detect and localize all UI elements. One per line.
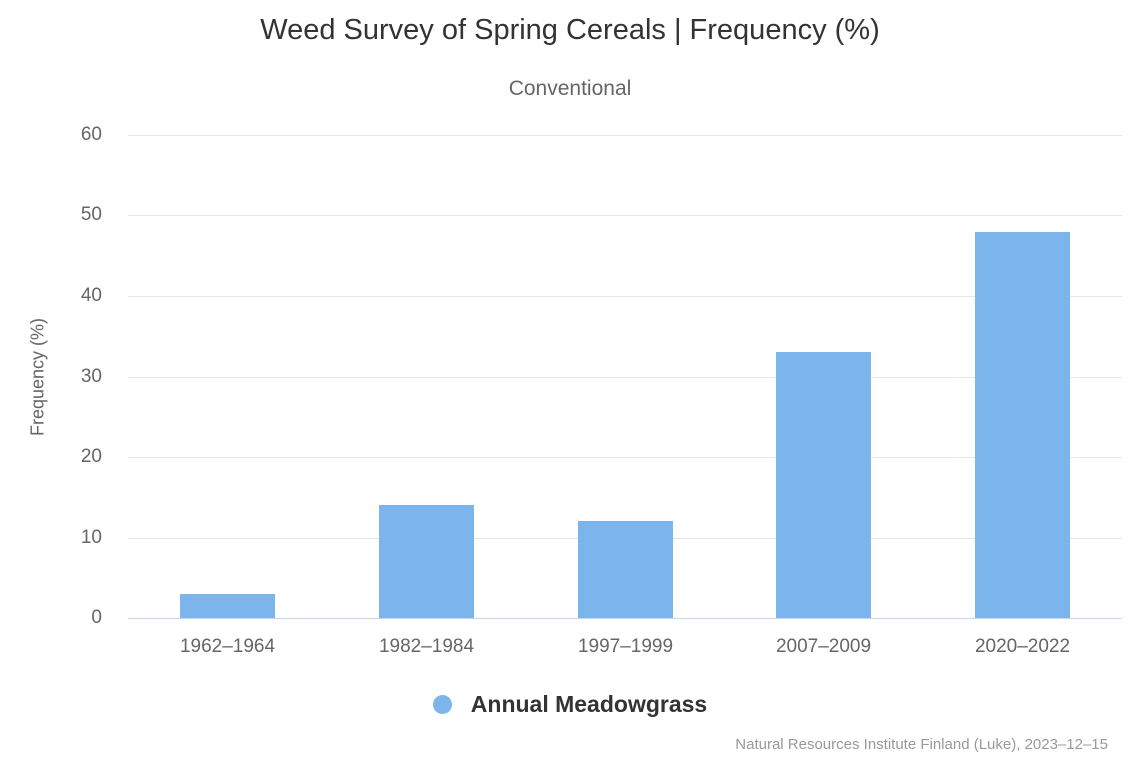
y-axis-tick-label: 30 [80, 366, 102, 387]
x-axis-category-label: 2020–2022 [974, 636, 1071, 657]
chart-title: Weed Survey of Spring Cereals | Frequenc… [260, 14, 880, 46]
bar-2007-2009[interactable] [776, 352, 871, 618]
bar-1982-1984[interactable] [379, 505, 474, 618]
x-axis-category-label: 2007–2009 [775, 636, 872, 657]
y-gridline [128, 377, 1122, 378]
legend-marker-circle-icon [432, 694, 452, 714]
y-gridline [128, 135, 1122, 136]
credits-text: Natural Resources Institute Finland (Luk… [735, 736, 1108, 753]
chart-subtitle: Conventional [508, 77, 632, 100]
legend-item-annual-meadowgrass[interactable]: Annual Meadowgrass [0, 692, 1140, 716]
bar-1997-1999[interactable] [578, 521, 673, 618]
y-gridline [128, 457, 1122, 458]
y-axis-tick-label: 50 [80, 204, 102, 225]
y-gridline [128, 215, 1122, 216]
bar-1962-1964[interactable] [180, 594, 275, 618]
y-gridline [128, 296, 1122, 297]
y-axis-tick-label: 40 [80, 285, 102, 306]
x-axis-category-label: 1982–1984 [378, 636, 475, 657]
y-axis-tick-label: 20 [80, 446, 102, 467]
x-axis-category-label: 1997–1999 [577, 636, 674, 657]
bar-2020-2022[interactable] [975, 232, 1070, 618]
legend-label: Annual Meadowgrass [470, 691, 708, 717]
y-axis-tick-label: 0 [91, 607, 102, 628]
x-axis-category-label: 1962–1964 [179, 636, 276, 657]
x-axis-line [128, 618, 1122, 619]
y-axis-tick-label: 10 [80, 527, 102, 548]
y-axis-tick-label: 60 [80, 124, 102, 145]
